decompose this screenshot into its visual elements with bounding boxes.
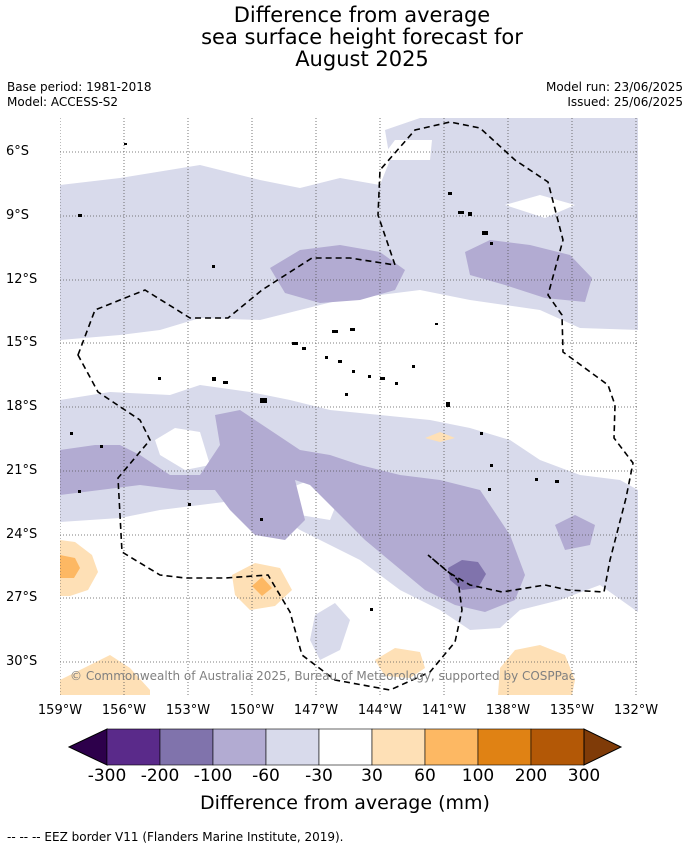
model-name: Model: ACCESS-S2 (7, 95, 119, 109)
model-run: Model run: 23/06/2025 (545, 80, 683, 94)
eez-border-line (77, 121, 634, 691)
colorbar-segment-6 (371, 728, 426, 766)
colorbar-tick-label: -60 (252, 766, 280, 786)
anomaly-region-north-lobe-1 (270, 245, 405, 303)
colorbar-extend-low (67, 728, 108, 766)
colorbar-segment-1 (106, 728, 161, 766)
lat-label-21s: 21°S (6, 463, 38, 478)
anomaly-region-north-lobe-2 (465, 240, 592, 302)
title-line-3: August 2025 (295, 47, 429, 71)
anomaly-region-central-high-core (252, 577, 272, 596)
lon-label-147w: 147°W (293, 703, 339, 718)
lat-label-30s: 30°S (6, 654, 38, 669)
meta-right: Model run: 23/06/2025 Issued: 25/06/2025 (546, 80, 683, 110)
colorbar-tick-label: -200 (140, 766, 180, 786)
lat-label-27s: 27°S (6, 590, 38, 605)
map-gridlines (60, 118, 638, 695)
colorbar-tick-label: 100 (461, 766, 495, 786)
colorbar-segment-4 (265, 728, 320, 766)
copyright-notice: © Commonwealth of Australia 2025, Bureau… (70, 669, 576, 683)
lon-label-141w: 141°W (421, 703, 467, 718)
neutral-hole-north (380, 140, 432, 160)
meta-left: Base period: 1981-2018 Model: ACCESS-S2 (7, 80, 152, 110)
anomaly-region-central-lobe (60, 410, 525, 612)
anomaly-region-south-high (375, 648, 425, 678)
eez-legend-note: -- -- -- EEZ border V11 (Flanders Marine… (7, 830, 344, 844)
title-line-2: sea surface height forecast for (201, 25, 523, 49)
lon-label-153w: 153°W (165, 703, 211, 718)
colorbar-tick-label: -100 (193, 766, 233, 786)
anomaly-region-deep-low (448, 560, 486, 590)
lon-label-138w: 138°W (485, 703, 531, 718)
lat-label-18s: 18°S (6, 399, 38, 414)
anomaly-region-west-high-core (60, 555, 80, 578)
lat-label-9s: 9°S (6, 208, 30, 223)
colorbar-tick-label: 300 (567, 766, 601, 786)
lat-label-6s: 6°S (6, 144, 30, 159)
chart-title: Difference from average sea surface heig… (0, 4, 690, 70)
neutral-hole-east (505, 195, 575, 218)
colorbar-tick-label: 30 (361, 766, 383, 786)
anomaly-region-northern-band (60, 118, 638, 340)
anomaly-region-southeast-high (498, 645, 575, 695)
issued-date: Issued: 25/06/2025 (567, 95, 683, 109)
colorbar-segment-8 (477, 728, 532, 766)
colorbar-tick-label: 200 (514, 766, 548, 786)
colorbar-tick-label: 60 (414, 766, 436, 786)
map-plot-area (60, 118, 638, 695)
lat-label-15s: 15°S (6, 335, 38, 350)
title-line-1: Difference from average (233, 3, 491, 27)
lat-label-24s: 24°S (6, 527, 38, 542)
colorbar (67, 728, 623, 766)
colorbar-segment-3 (212, 728, 267, 766)
lon-label-135w: 135°W (549, 703, 595, 718)
colorbar-segment-2 (159, 728, 214, 766)
colorbar-tick-label: -300 (87, 766, 127, 786)
base-period: Base period: 1981-2018 (7, 80, 152, 94)
colorbar-segment-9 (530, 728, 585, 766)
lon-label-144w: 144°W (357, 703, 403, 718)
anomaly-region-small-patch (310, 603, 350, 660)
neutral-hole-west (155, 428, 210, 470)
lon-label-156w: 156°W (101, 703, 147, 718)
colorbar-segment-7 (424, 728, 479, 766)
lon-label-132w: 132°W (613, 703, 659, 718)
lon-label-159w: 159°W (37, 703, 83, 718)
colorbar-title: Difference from average (mm) (200, 792, 490, 814)
anomaly-region-small-high (425, 432, 455, 442)
island-markers (70, 143, 559, 611)
colorbar-tick-label: -30 (305, 766, 333, 786)
anomaly-region-southwest-high (60, 655, 150, 695)
colorbar-extend-high (583, 728, 623, 766)
anomaly-region-east-lobe (555, 515, 595, 550)
colorbar-segment-5 (318, 728, 373, 766)
lat-label-12s: 12°S (6, 272, 38, 287)
lon-label-150w: 150°W (229, 703, 275, 718)
